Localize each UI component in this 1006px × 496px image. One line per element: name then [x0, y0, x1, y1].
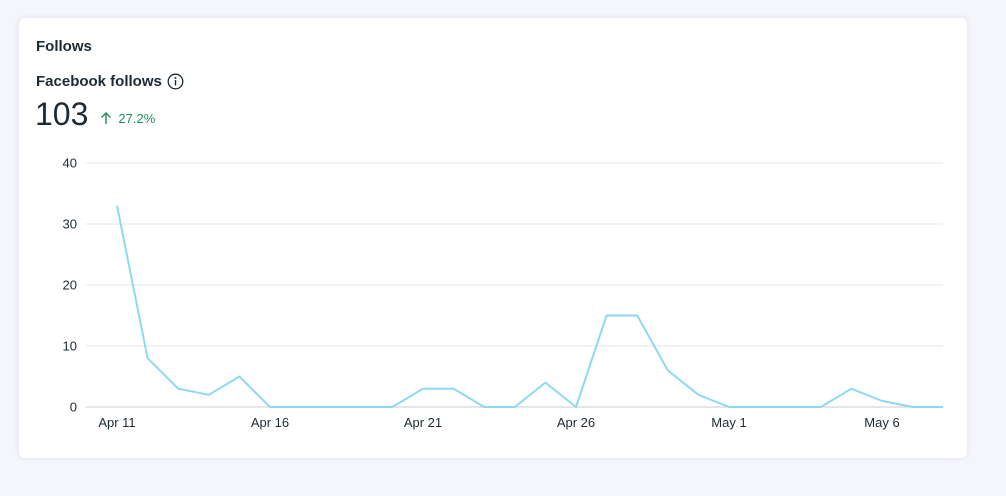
x-tick-label: May 1: [711, 415, 746, 430]
x-tick-label: Apr 21: [404, 415, 442, 430]
x-tick-label: Apr 11: [98, 415, 135, 430]
metric-change: 27.2%: [100, 111, 155, 126]
info-icon[interactable]: [167, 73, 184, 90]
y-tick-label: 10: [63, 339, 77, 354]
x-tick-label: May 6: [864, 415, 899, 430]
chart-grid: [86, 162, 943, 408]
y-axis-ticks: 0 10 20 30 40: [63, 156, 77, 415]
metric-value-row: 103 27.2%: [35, 96, 155, 133]
y-tick-label: 30: [63, 217, 77, 232]
follows-card: Follows Facebook follows 103 27.2%: [19, 18, 967, 458]
series-line-0: [116, 205, 943, 408]
metric-header: Facebook follows: [36, 73, 184, 90]
x-tick-label: Apr 26: [557, 415, 595, 430]
chart-series: [116, 205, 943, 408]
x-tick-label: Apr 16: [251, 415, 289, 430]
section-title: Follows: [36, 38, 92, 55]
metric-change-value: 27.2%: [118, 110, 156, 126]
metric-value: 103: [35, 96, 89, 132]
y-tick-label: 40: [63, 156, 77, 171]
x-axis-ticks: Apr 11 Apr 16 Apr 21 Apr 26 May 1 May 6: [98, 415, 899, 430]
y-tick-label: 20: [63, 278, 77, 293]
arrow-up-icon: [100, 111, 112, 125]
metric-label: Facebook follows: [36, 73, 162, 90]
y-tick-label: 0: [70, 400, 77, 415]
